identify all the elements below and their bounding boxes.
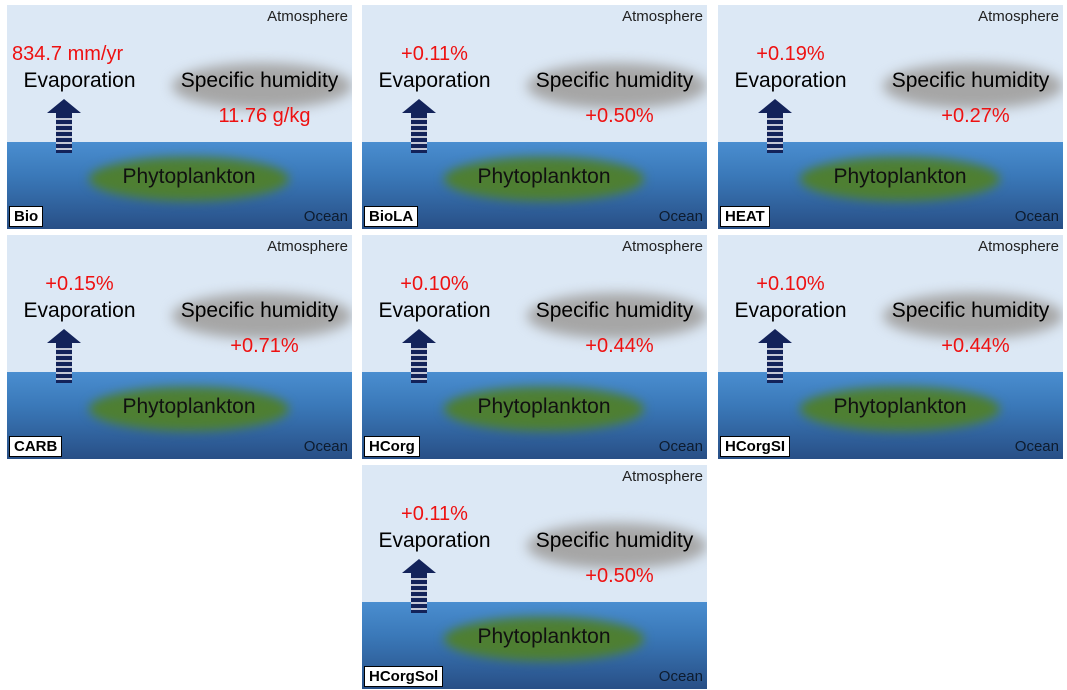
evaporation-arrow-icon: [402, 329, 436, 383]
ocean-label: Ocean: [658, 208, 703, 225]
phytoplankton-blob-icon: [89, 157, 289, 201]
atmosphere-label: Atmosphere: [978, 8, 1059, 25]
ocean-label: Ocean: [303, 438, 348, 455]
evaporation-value: +0.19%: [756, 43, 825, 65]
evaporation-label: Evaporation: [378, 299, 491, 322]
evaporation-label: Evaporation: [378, 529, 491, 552]
atmosphere-label: Atmosphere: [622, 8, 703, 25]
ocean-label: Ocean: [303, 208, 348, 225]
atmosphere-label: Atmosphere: [267, 238, 348, 255]
atmosphere-label: Atmosphere: [622, 468, 703, 485]
phytoplankton-label: Phytoplankton: [477, 395, 611, 418]
experiment-tag: HEAT: [720, 206, 770, 227]
experiment-tag: HCorg: [364, 436, 420, 457]
atmosphere-label: Atmosphere: [978, 238, 1059, 255]
phytoplankton-blob-icon: [444, 617, 644, 661]
specific-humidity-label: Specific humidity: [891, 299, 1050, 322]
evaporation-arrow-icon: [758, 99, 792, 153]
specific-humidity-value: +0.27%: [941, 105, 1010, 127]
evaporation-label: Evaporation: [23, 69, 136, 92]
specific-humidity-label: Specific humidity: [535, 299, 694, 322]
ocean-label: Ocean: [658, 438, 703, 455]
specific-humidity-label: Specific humidity: [535, 69, 694, 92]
panel-hcorgsi: Atmosphere +0.10% Evaporation Specific h…: [718, 235, 1063, 459]
panel-hcorg: Atmosphere +0.10% Evaporation Specific h…: [362, 235, 707, 459]
evaporation-label: Evaporation: [734, 69, 847, 92]
experiment-tag: HCorgSol: [364, 666, 444, 687]
evaporation-arrow-icon: [47, 99, 81, 153]
phytoplankton-blob-icon: [800, 387, 1000, 431]
specific-humidity-label: Specific humidity: [180, 299, 339, 322]
phytoplankton-label: Phytoplankton: [833, 395, 967, 418]
phytoplankton-blob-icon: [444, 387, 644, 431]
specific-humidity-value: +0.50%: [585, 105, 654, 127]
specific-humidity-label: Specific humidity: [180, 69, 339, 92]
evaporation-value: +0.10%: [756, 273, 825, 295]
humidity-cloud-icon: [527, 293, 707, 339]
ocean-label: Ocean: [658, 668, 703, 685]
phytoplankton-label: Phytoplankton: [833, 165, 967, 188]
experiment-tag: Bio: [9, 206, 44, 227]
panel-hcorgsol: Atmosphere +0.11% Evaporation Specific h…: [362, 465, 707, 689]
phytoplankton-blob-icon: [444, 157, 644, 201]
ocean-label: Ocean: [1014, 208, 1059, 225]
ocean-label: Ocean: [1014, 438, 1059, 455]
phytoplankton-blob-icon: [800, 157, 1000, 201]
evaporation-arrow-icon: [758, 329, 792, 383]
evaporation-arrow-icon: [402, 99, 436, 153]
evaporation-value: 834.7 mm/yr: [12, 43, 124, 65]
specific-humidity-value: 11.76 g/kg: [218, 105, 311, 127]
humidity-cloud-icon: [883, 293, 1063, 339]
specific-humidity-label: Specific humidity: [891, 69, 1050, 92]
evaporation-value: +0.15%: [45, 273, 114, 295]
evaporation-label: Evaporation: [734, 299, 847, 322]
humidity-cloud-icon: [527, 523, 707, 569]
evaporation-arrow-icon: [47, 329, 81, 383]
phytoplankton-blob-icon: [89, 387, 289, 431]
experiment-tag: HCorgSI: [720, 436, 790, 457]
experiment-tag: BioLA: [364, 206, 419, 227]
panel-heat: Atmosphere +0.19% Evaporation Specific h…: [718, 5, 1063, 229]
humidity-cloud-icon: [172, 63, 352, 109]
evaporation-value: +0.11%: [401, 43, 468, 65]
evaporation-arrow-icon: [402, 559, 436, 613]
specific-humidity-value: +0.44%: [941, 335, 1010, 357]
evaporation-value: +0.10%: [400, 273, 469, 295]
phytoplankton-label: Phytoplankton: [477, 625, 611, 648]
specific-humidity-value: +0.71%: [230, 335, 299, 357]
specific-humidity-value: +0.50%: [585, 565, 654, 587]
panel-carb: Atmosphere +0.15% Evaporation Specific h…: [7, 235, 352, 459]
panel-biola: Atmosphere +0.11% Evaporation Specific h…: [362, 5, 707, 229]
phytoplankton-label: Phytoplankton: [122, 165, 256, 188]
specific-humidity-label: Specific humidity: [535, 529, 694, 552]
experiment-tag: CARB: [9, 436, 63, 457]
atmosphere-label: Atmosphere: [622, 238, 703, 255]
humidity-cloud-icon: [883, 63, 1063, 109]
humidity-cloud-icon: [172, 293, 352, 339]
specific-humidity-value: +0.44%: [585, 335, 654, 357]
phytoplankton-label: Phytoplankton: [122, 395, 256, 418]
evaporation-label: Evaporation: [23, 299, 136, 322]
evaporation-value: +0.11%: [401, 503, 468, 525]
atmosphere-label: Atmosphere: [267, 8, 348, 25]
evaporation-label: Evaporation: [378, 69, 491, 92]
panel-bio: Atmosphere 834.7 mm/yr Evaporation Speci…: [7, 5, 352, 229]
phytoplankton-label: Phytoplankton: [477, 165, 611, 188]
humidity-cloud-icon: [527, 63, 707, 109]
